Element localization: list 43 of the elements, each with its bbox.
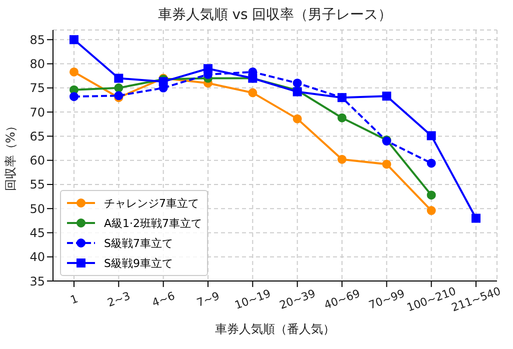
y-tick-label: 80 bbox=[30, 57, 45, 72]
x-tick-label: 2~3 bbox=[106, 289, 132, 310]
y-tick-label: 40 bbox=[30, 250, 45, 264]
point bbox=[158, 77, 168, 86]
point bbox=[204, 64, 212, 74]
point bbox=[382, 92, 392, 101]
point bbox=[338, 113, 346, 122]
point bbox=[472, 214, 481, 223]
point bbox=[69, 92, 78, 102]
point bbox=[338, 93, 346, 102]
point bbox=[426, 190, 436, 200]
point bbox=[382, 160, 392, 169]
x-axis-title: 車券人気順（番人気） bbox=[215, 322, 335, 336]
y-tick-label: 85 bbox=[30, 32, 45, 47]
x-tick-label: 40~69 bbox=[322, 286, 362, 312]
chart-title: 車券人気順 vs 回収率（男子レース） bbox=[156, 6, 394, 24]
y-tick-label: 50 bbox=[30, 202, 45, 216]
y-tick-label: 65 bbox=[30, 129, 45, 144]
point bbox=[426, 131, 436, 140]
y-tick-label: 75 bbox=[30, 81, 45, 96]
legend-label: A級1·2班戦7車立て bbox=[104, 216, 202, 230]
legend-label: S級戦9車立て bbox=[104, 256, 173, 270]
point bbox=[292, 78, 302, 88]
point bbox=[114, 83, 124, 92]
point bbox=[426, 206, 436, 216]
y-tick-label: 60 bbox=[30, 154, 45, 168]
x-tick-label: 1 bbox=[68, 292, 80, 307]
y-axis-title: 回収率（%） bbox=[3, 120, 18, 192]
point bbox=[69, 67, 78, 76]
x-tick-label: 4~6 bbox=[150, 289, 177, 310]
x-tick-label: 7~9 bbox=[195, 289, 222, 310]
y-tick-label: 55 bbox=[30, 178, 45, 192]
y-tick-label: 45 bbox=[30, 226, 45, 240]
point bbox=[114, 74, 124, 83]
y-tick-label: 70 bbox=[30, 105, 45, 120]
legend-label: チャレンジ7車立て bbox=[104, 196, 199, 210]
point bbox=[248, 88, 258, 98]
y-tick-label: 35 bbox=[30, 274, 45, 288]
point bbox=[426, 158, 436, 168]
point bbox=[292, 114, 302, 124]
point bbox=[338, 154, 346, 164]
point bbox=[69, 35, 78, 44]
legend-label: S級戦7車立て bbox=[104, 236, 173, 250]
